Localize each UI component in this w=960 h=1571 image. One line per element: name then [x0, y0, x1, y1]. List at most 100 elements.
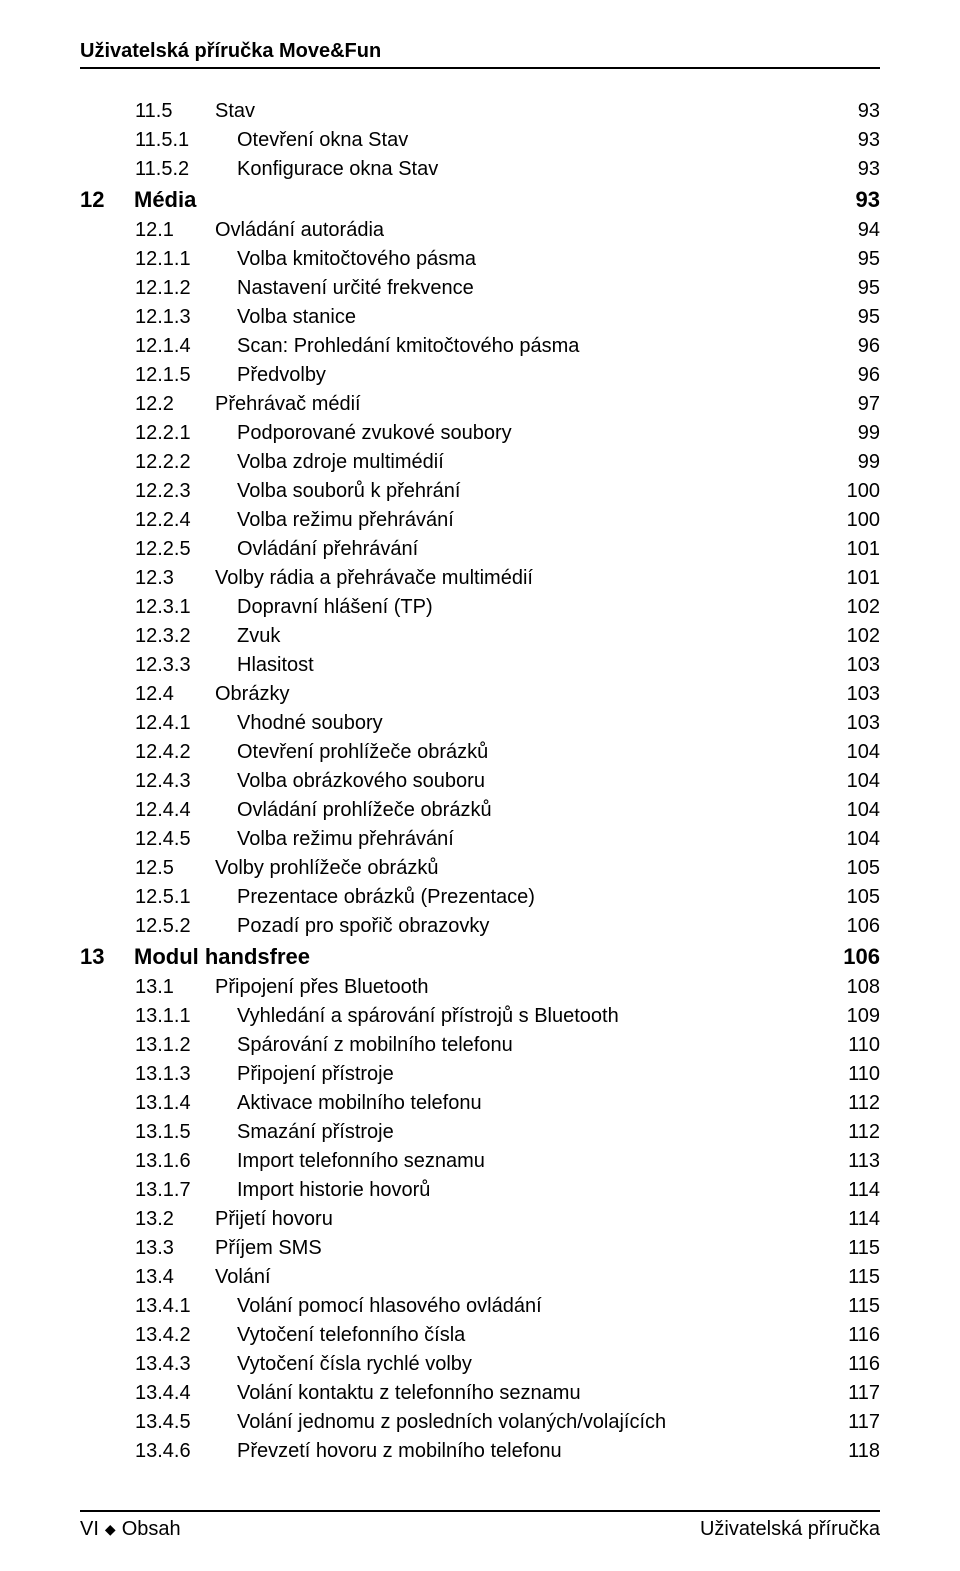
toc-page-number: 93 [856, 184, 880, 216]
toc-page-number: 94 [858, 216, 880, 245]
toc-page-number: 110 [848, 1060, 880, 1089]
toc-row: 12.2.5Ovládání přehrávání101 [80, 535, 880, 564]
toc-number: 13.2 [135, 1205, 215, 1234]
toc-row: 11.5Stav93 [80, 97, 880, 126]
footer-right: Uživatelská příručka [700, 1518, 880, 1541]
toc-number: 13.1.4 [135, 1089, 237, 1118]
toc-number: 13 [80, 941, 134, 973]
footer-left: VI ◆ Obsah [80, 1518, 181, 1541]
toc-page-number: 114 [848, 1205, 880, 1234]
toc-title: Otevření okna Stav [237, 126, 408, 155]
toc-title: Volba stanice [237, 303, 356, 332]
toc-row: 13.4.6Převzetí hovoru z mobilního telefo… [80, 1437, 880, 1466]
toc-row: 12.1.3Volba stanice 95 [80, 303, 880, 332]
toc-number: 12.1.1 [135, 245, 237, 274]
toc-row: 13.1.5Smazání přístroje112 [80, 1118, 880, 1147]
toc-row: 12.3Volby rádia a přehrávače multimédií1… [80, 564, 880, 593]
toc-number: 12.5.2 [135, 912, 237, 941]
toc-title: Připojení přes Bluetooth [215, 973, 428, 1002]
toc-number: 13.1.5 [135, 1118, 237, 1147]
toc-title: Aktivace mobilního telefonu [237, 1089, 482, 1118]
toc-row: 13.1.6Import telefonního seznamu113 [80, 1147, 880, 1176]
toc-title: Volby rádia a přehrávače multimédií [215, 564, 533, 593]
toc-number: 11.5.2 [135, 155, 237, 184]
toc-number: 12.4.2 [135, 738, 237, 767]
toc-title: Volba kmitočtového pásma [237, 245, 476, 274]
toc-page-number: 102 [847, 622, 880, 651]
toc-title: Ovládání autorádia [215, 216, 384, 245]
toc-page-number: 103 [847, 680, 880, 709]
toc-row: 13.1.3Připojení přístroje110 [80, 1060, 880, 1089]
toc-title: Příjem SMS [215, 1234, 322, 1263]
toc-page-number: 104 [847, 738, 880, 767]
toc-row: 11.5.1Otevření okna Stav93 [80, 126, 880, 155]
toc-row: 13.4.1Volání pomocí hlasového ovládání11… [80, 1292, 880, 1321]
toc-page-number: 101 [847, 535, 880, 564]
toc-number: 12.5.1 [135, 883, 237, 912]
toc-number: 13.4.6 [135, 1437, 237, 1466]
toc-number: 12 [80, 184, 134, 216]
toc-number: 12.1.3 [135, 303, 237, 332]
toc-number: 12.2.3 [135, 477, 237, 506]
toc-number: 12.4.3 [135, 767, 237, 796]
toc-title: Volby prohlížeče obrázků [215, 854, 438, 883]
toc-row: 12.1.4Scan: Prohledání kmitočtového pásm… [80, 332, 880, 361]
toc-title: Volba režimu přehrávání [237, 506, 454, 535]
toc-page-number: 117 [848, 1379, 880, 1408]
toc-row: 13.4.3Vytočení čísla rychlé volby116 [80, 1350, 880, 1379]
diamond-icon: ◆ [105, 1521, 116, 1538]
table-of-contents: 11.5Stav9311.5.1Otevření okna Stav9311.5… [80, 97, 880, 1466]
toc-number: 13.1.6 [135, 1147, 237, 1176]
toc-row: 12.3.3Hlasitost103 [80, 651, 880, 680]
toc-title: Nastavení určité frekvence [237, 274, 474, 303]
toc-title: Podporované zvukové soubory [237, 419, 512, 448]
toc-row: 12.4.4Ovládání prohlížeče obrázků104 [80, 796, 880, 825]
page-footer: VI ◆ Obsah Uživatelská příručka [80, 1510, 880, 1541]
toc-page-number: 95 [858, 303, 880, 332]
toc-number: 12.3 [135, 564, 215, 593]
toc-page-number: 106 [847, 912, 880, 941]
toc-number: 12.2.4 [135, 506, 237, 535]
toc-page-number: 112 [848, 1118, 880, 1147]
toc-row: 12.3.2Zvuk102 [80, 622, 880, 651]
toc-title: Hlasitost [237, 651, 314, 680]
toc-title: Scan: Prohledání kmitočtového pásma [237, 332, 579, 361]
toc-page-number: 116 [848, 1350, 880, 1379]
toc-title: Média [134, 184, 196, 216]
toc-page-number: 95 [858, 274, 880, 303]
toc-row: 12.1Ovládání autorádia94 [80, 216, 880, 245]
toc-title: Předvolby [237, 361, 326, 390]
toc-row: 13.4.4Volání kontaktu z telefonního sezn… [80, 1379, 880, 1408]
toc-title: Přijetí hovoru [215, 1205, 333, 1234]
toc-page-number: 100 [847, 477, 880, 506]
document-header: Uživatelská příručka Move&Fun [80, 40, 880, 69]
toc-title: Vhodné soubory [237, 709, 383, 738]
toc-row: 12.1.5Předvolby96 [80, 361, 880, 390]
toc-page-number: 93 [858, 97, 880, 126]
toc-number: 12.1.5 [135, 361, 237, 390]
toc-page-number: 97 [858, 390, 880, 419]
toc-row: 12.5.2Pozadí pro spořič obrazovky106 [80, 912, 880, 941]
toc-number: 12.2.5 [135, 535, 237, 564]
toc-number: 12.3.3 [135, 651, 237, 680]
toc-title: Volání kontaktu z telefonního seznamu [237, 1379, 581, 1408]
toc-title: Vyhledání a spárování přístrojů s Blueto… [237, 1002, 619, 1031]
toc-number: 12.2.1 [135, 419, 237, 448]
toc-row: 12.4.3Volba obrázkového souboru104 [80, 767, 880, 796]
toc-page-number: 104 [847, 767, 880, 796]
toc-page-number: 117 [848, 1408, 880, 1437]
toc-title: Volání jednomu z posledních volaných/vol… [237, 1408, 666, 1437]
toc-page-number: 104 [847, 796, 880, 825]
toc-page-number: 114 [848, 1176, 880, 1205]
toc-number: 13.4.5 [135, 1408, 237, 1437]
toc-number: 11.5 [135, 97, 215, 126]
toc-title: Volání [215, 1263, 271, 1292]
toc-row: 12.2.2Volba zdroje multimédií99 [80, 448, 880, 477]
toc-title: Vytočení telefonního čísla [237, 1321, 465, 1350]
toc-row: 13.1.7Import historie hovorů114 [80, 1176, 880, 1205]
toc-title: Volba souborů k přehrání [237, 477, 461, 506]
toc-page-number: 93 [858, 126, 880, 155]
toc-title: Volba zdroje multimédií [237, 448, 444, 477]
toc-title: Převzetí hovoru z mobilního telefonu [237, 1437, 562, 1466]
toc-page-number: 118 [848, 1437, 880, 1466]
